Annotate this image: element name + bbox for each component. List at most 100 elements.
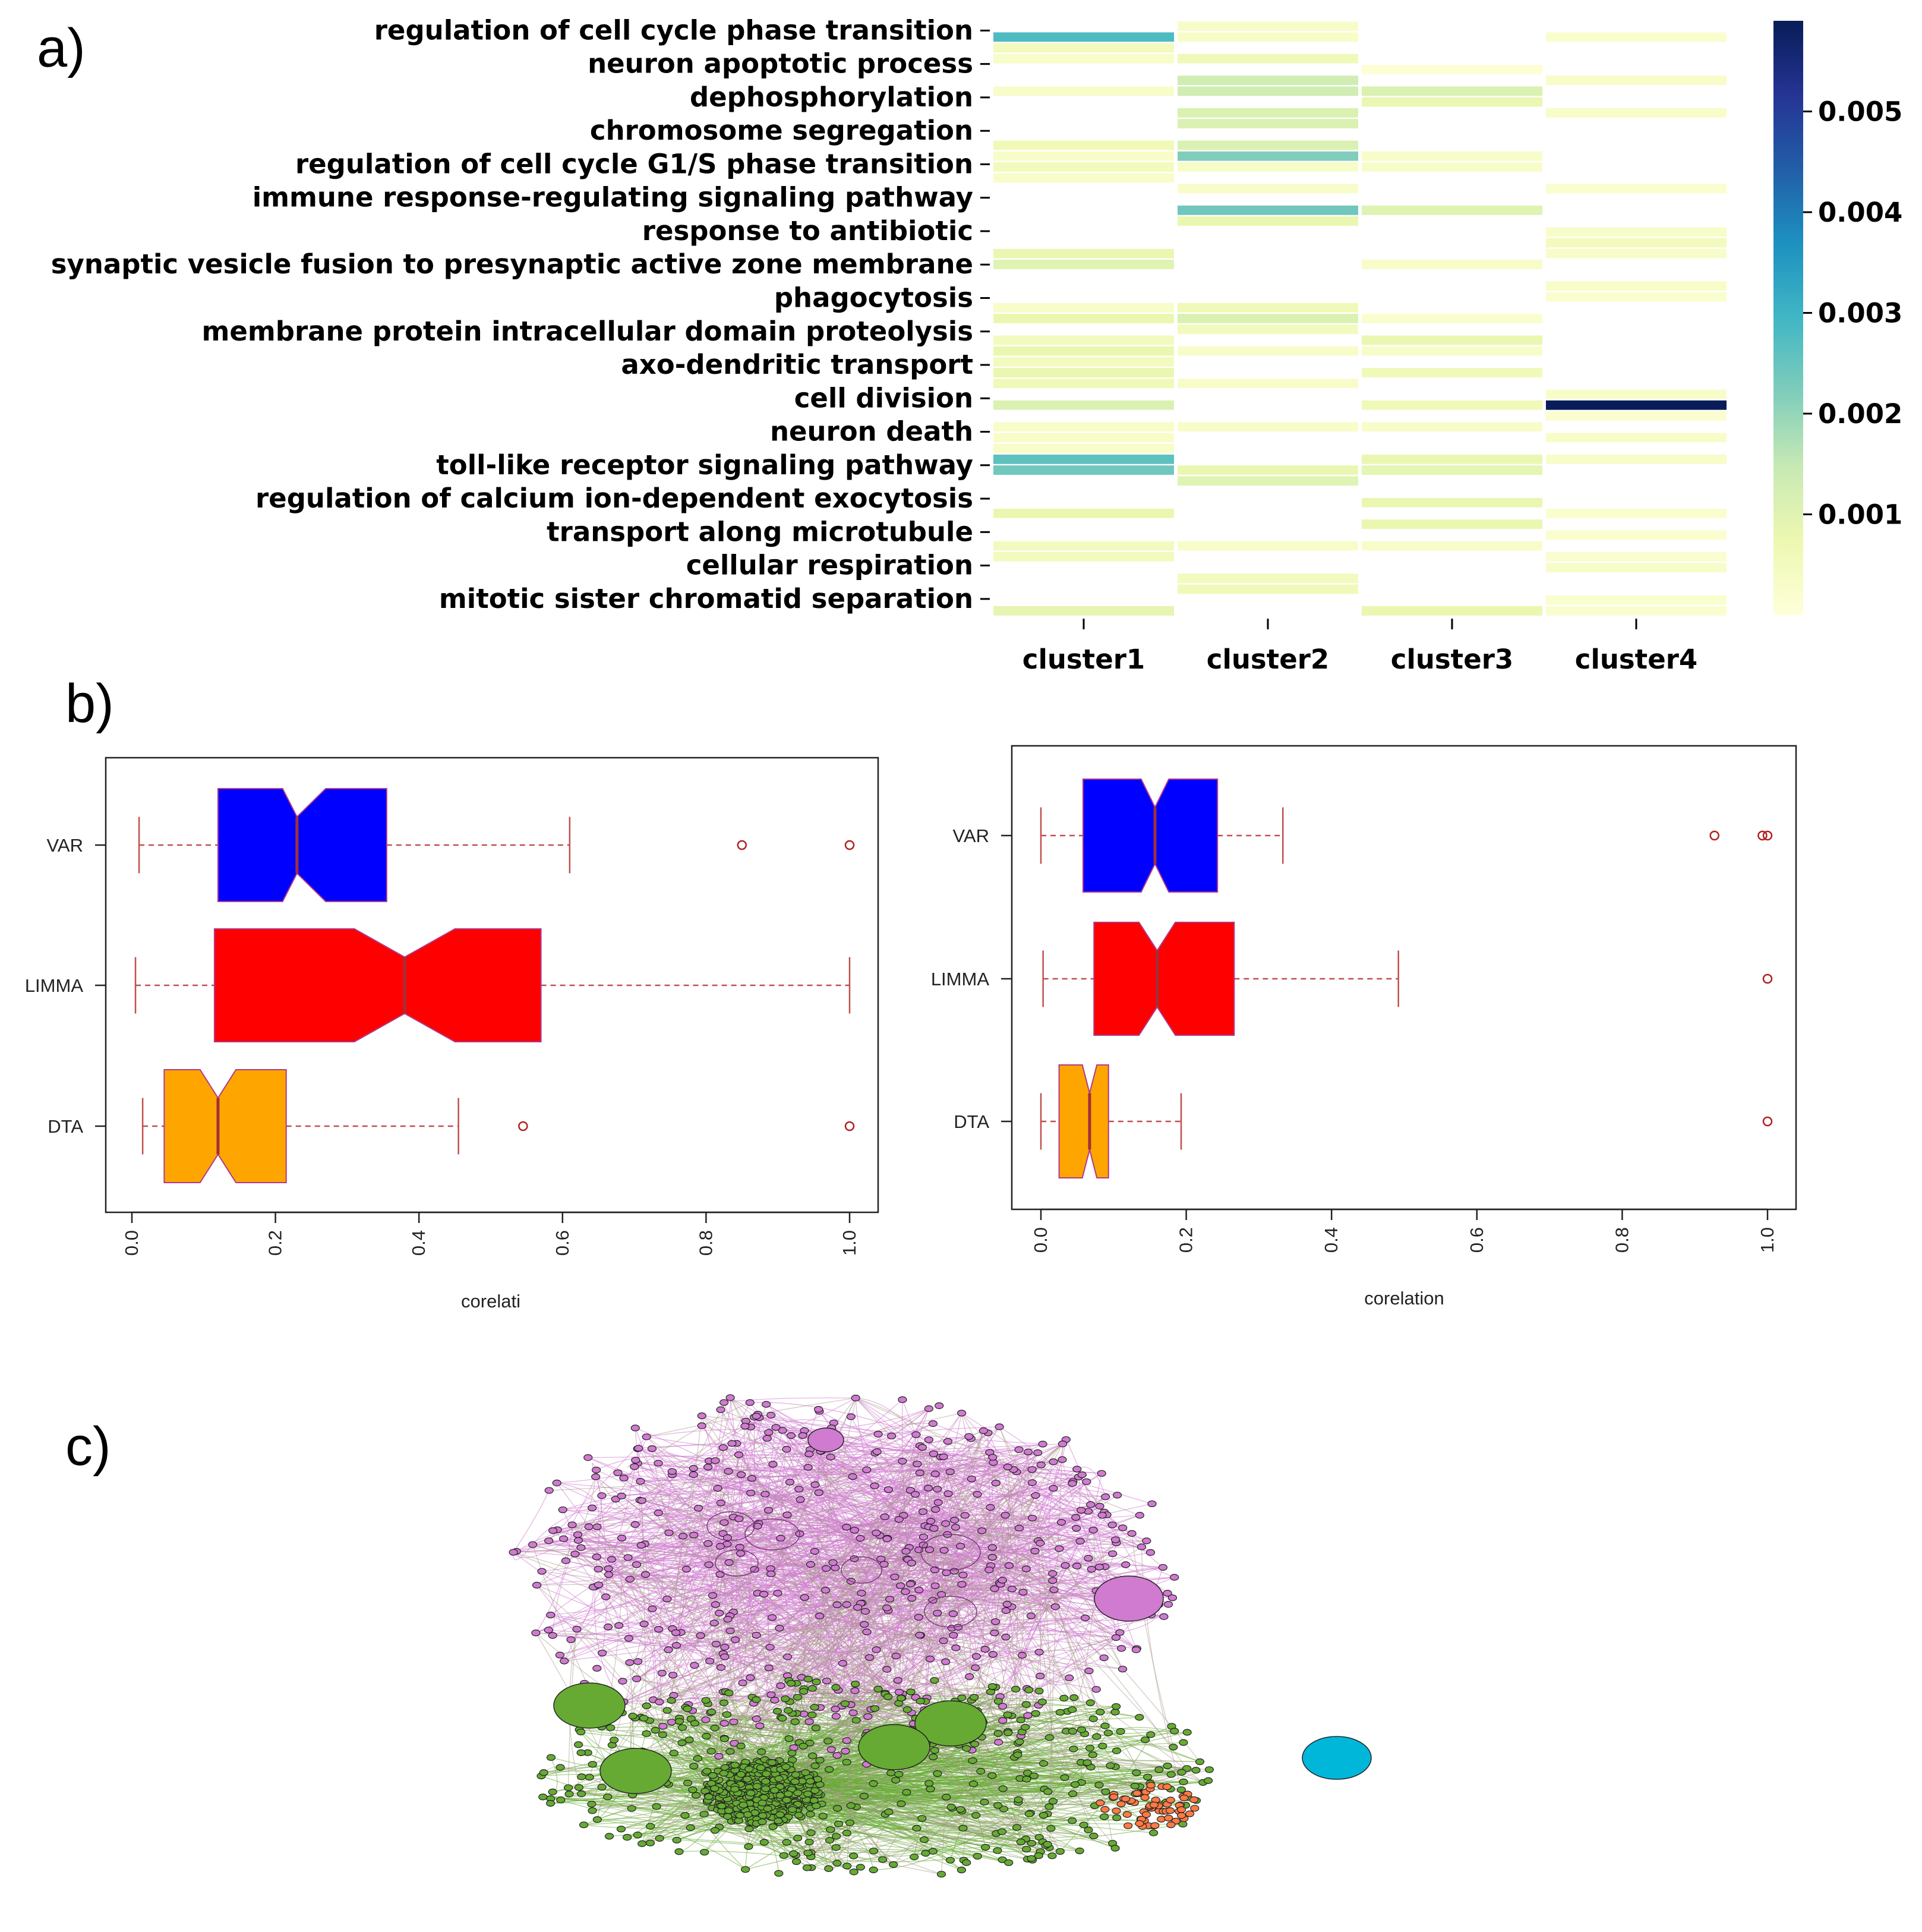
network-node [720,1644,730,1651]
network-node [1135,1714,1144,1721]
network-node [761,1778,771,1785]
network-node [1089,1832,1099,1840]
network-node [905,1487,915,1494]
network-edge [835,1847,883,1860]
network-node [916,1697,925,1705]
network-node [957,1867,966,1874]
network-node [969,1694,979,1701]
network-node [1049,1485,1058,1492]
network-node [921,1849,930,1857]
network-node [548,1527,558,1534]
heatmap-cell [1546,509,1727,518]
network-node [796,1496,805,1503]
heatmap-cell [993,433,1174,443]
network-node [939,1453,948,1460]
network-node [735,1544,744,1551]
network-node [857,1590,866,1597]
heatmap-cell [993,173,1174,183]
network-node [1072,1465,1082,1473]
network-node [943,1438,952,1445]
network-node [765,1644,775,1651]
network-node [715,1571,725,1578]
network-node [1092,1733,1102,1740]
network-edge [930,1521,1028,1716]
box-var [1082,779,1219,893]
network-node [928,1420,938,1427]
network-node [824,1766,834,1773]
network-node [1100,1722,1110,1729]
network-node [688,1786,698,1794]
network-edge [724,1397,856,1403]
network-node [1011,1685,1021,1693]
network-node [913,1460,922,1468]
network-edge [576,1587,594,1630]
network-node [744,1825,754,1833]
network-node [619,1474,629,1482]
network-node [573,1537,583,1544]
heatmap-cell [1546,227,1727,237]
network-node [636,1542,646,1549]
network-edge [608,1423,933,1575]
network-node [1043,1840,1052,1848]
network-node [1003,1729,1013,1736]
network-node [794,1486,804,1493]
network-node [856,1864,865,1871]
heatmap-cell [1362,400,1542,410]
network-node [624,1635,634,1642]
network-node [1112,1747,1122,1754]
network-node [633,1658,643,1665]
network-node [884,1808,894,1816]
network-node [990,1585,999,1592]
network-node [592,1466,601,1474]
network-node [716,1406,725,1413]
network-edge [799,1489,1106,1498]
y-tick-label: DTA [954,1111,989,1132]
network-node [842,1829,851,1837]
network-node [573,1531,583,1538]
heatmap-cell [1178,119,1358,128]
network-node [914,1586,924,1594]
network-node [986,1504,995,1511]
network-node [701,1697,711,1704]
network-node [915,1469,924,1477]
network-node [1165,1807,1175,1814]
network-node [1034,1852,1043,1859]
network-node [957,1410,967,1417]
heatmap-cell [1178,108,1358,118]
network-node [632,1561,642,1568]
network-node [870,1482,879,1489]
network-node [583,1454,593,1461]
network-node [1075,1537,1085,1545]
network-node [768,1461,778,1468]
network-node [1068,1817,1077,1824]
network-node [591,1473,601,1480]
network-node [1049,1458,1058,1465]
network-edge [646,1436,1020,1458]
network-node [806,1561,816,1568]
network-edge [733,1517,935,1529]
network-node [1195,1758,1205,1766]
network-node [1033,1449,1043,1457]
heatmap-cell [1362,260,1542,269]
network-node [803,1849,813,1857]
network-node [1182,1729,1192,1736]
network-edge [722,1447,986,1650]
heatmap-cell [1178,302,1358,313]
network-node [537,1568,547,1575]
network-node [891,1776,901,1784]
network-edge [977,1458,1004,1495]
network-node [948,1610,958,1617]
network-node [998,1785,1008,1792]
outlier-point [1762,973,1773,984]
network-node [546,1799,556,1807]
network-node [622,1834,632,1841]
network-edge [671,1416,702,1701]
heatmap-cell [1546,184,1727,194]
network-node [1044,1734,1055,1741]
network-node [588,1761,597,1768]
network-edge [820,1451,890,1750]
network-edge [814,1423,835,1707]
heatmap-row-label: immune response-regulating signaling pat… [253,182,973,213]
heatmap-cell [1546,433,1727,443]
network-node [1002,1600,1012,1608]
